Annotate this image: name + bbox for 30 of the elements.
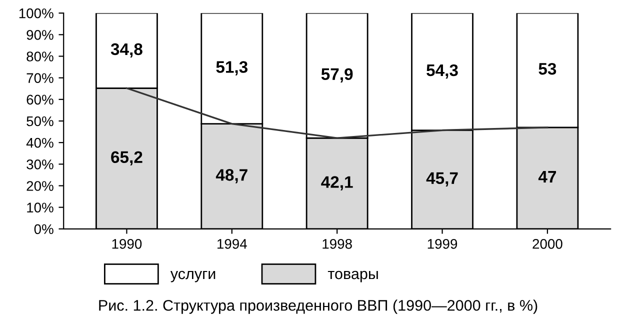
x-tick-label: 1998 — [322, 238, 352, 249]
y-tick-label: 10% — [27, 202, 54, 212]
data-label: 51,3 — [216, 61, 248, 76]
data-label: 65,2 — [111, 151, 142, 166]
y-tick-label: 20% — [26, 181, 54, 191]
y-tick-label: 80% — [26, 52, 54, 62]
x-tick-label: 1990 — [112, 238, 142, 249]
y-tick-label: 50% — [26, 116, 54, 126]
line-series — [126, 87, 548, 139]
data-label: 42,1 — [321, 176, 353, 190]
x-tick-label: 1994 — [218, 238, 247, 249]
x-tick-label: 1999 — [428, 238, 458, 249]
data-label: 53 — [538, 62, 556, 75]
data-label: 45,7 — [426, 172, 458, 186]
text: Рис. 1.2. Структура произведенного ВВП (1990—2000 гг., в %) — [99, 300, 538, 314]
data-label: 34,8 — [110, 43, 142, 58]
legend-label: товары — [328, 270, 378, 282]
y-tick-label: 70% — [26, 73, 54, 83]
y-tick-label: 0% — [34, 224, 54, 234]
data-label: 48,7 — [216, 169, 248, 184]
x-tick-label: 2000 — [532, 238, 562, 249]
legend-label: услуги — [170, 270, 216, 282]
y-tick-label: 40% — [26, 138, 54, 148]
y-tick-label: 100% — [19, 8, 54, 18]
y-tick-label: 90% — [26, 30, 54, 40]
data-label: 57,9 — [321, 68, 353, 82]
y-tick-label: 60% — [26, 94, 54, 105]
y-tick-label: 30% — [26, 159, 54, 170]
data-label: 54,3 — [426, 64, 458, 79]
data-label: 47 — [538, 171, 556, 182]
